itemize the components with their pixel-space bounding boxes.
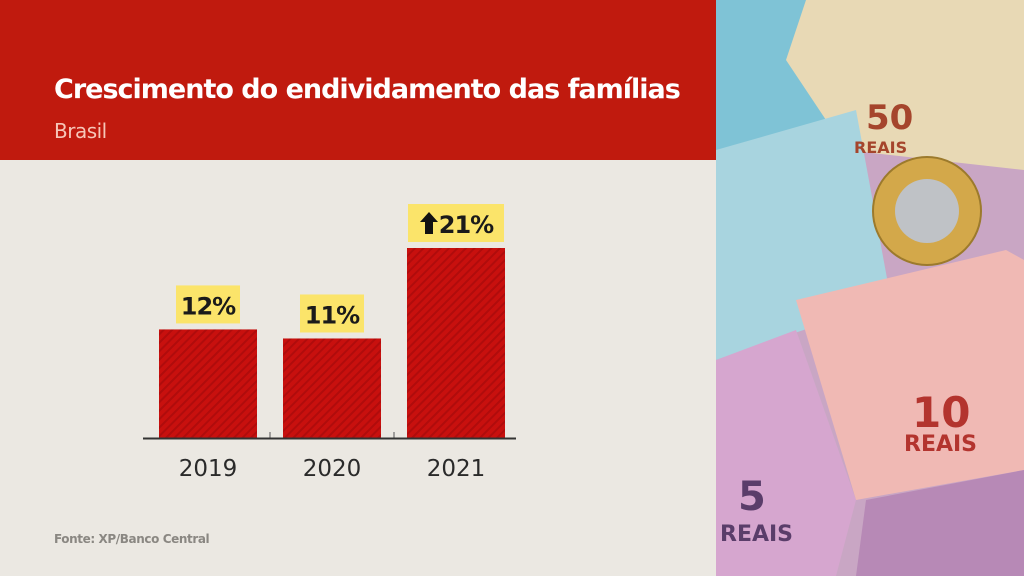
x-tick-label: 2020 xyxy=(303,456,362,482)
bar-2020 xyxy=(283,338,381,438)
chart-title: Crescimento do endividamento das família… xyxy=(54,74,681,105)
banknotes-drawing xyxy=(716,0,1024,576)
banknote-purple xyxy=(856,470,1024,576)
data-label: 12% xyxy=(181,292,236,320)
banknotes-photo: 50 REAIS 10 REAIS 5 REAIS xyxy=(716,0,1024,576)
bar-2019 xyxy=(159,329,257,438)
x-tick-label: 2021 xyxy=(427,456,486,482)
note-10-label: REAIS xyxy=(904,432,978,457)
note-50-label: REAIS xyxy=(854,138,908,157)
note-10-value: 10 xyxy=(912,388,971,437)
arrow-up-icon xyxy=(420,212,438,234)
banknote-10 xyxy=(796,250,1024,500)
data-label-bg xyxy=(408,204,504,242)
note-50-value: 50 xyxy=(866,98,914,138)
chart-panel: Crescimento do endividamento das família… xyxy=(0,0,716,546)
bar-2021 xyxy=(407,248,505,438)
source-note: Fonte: XP/Banco Central xyxy=(54,532,210,546)
note-5-label: REAIS xyxy=(720,522,794,547)
chart-subtitle: Brasil xyxy=(54,119,107,143)
data-label-bg xyxy=(300,294,364,333)
bar-chart: 12% 2019 11% 2020 21% 2021 xyxy=(143,204,516,482)
x-tick-label: 2019 xyxy=(179,456,238,482)
data-label: 21% xyxy=(439,211,494,239)
data-label-bg xyxy=(176,285,240,324)
coin-center xyxy=(895,179,959,243)
banknote-5 xyxy=(716,330,856,576)
note-5-value: 5 xyxy=(738,474,766,520)
data-label: 11% xyxy=(305,301,360,329)
header-band: Crescimento do endividamento das família… xyxy=(0,0,716,160)
